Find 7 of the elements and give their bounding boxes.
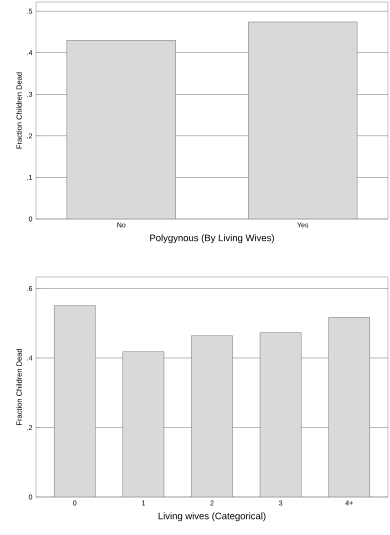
bar [191, 336, 233, 497]
bar [122, 352, 164, 497]
bar [54, 305, 96, 497]
x-axis-title: Living wives (Categorical) [158, 512, 266, 522]
bar [328, 317, 370, 497]
bar [260, 332, 302, 497]
x-axis-title: Polygynous (By Living Wives) [150, 234, 274, 244]
